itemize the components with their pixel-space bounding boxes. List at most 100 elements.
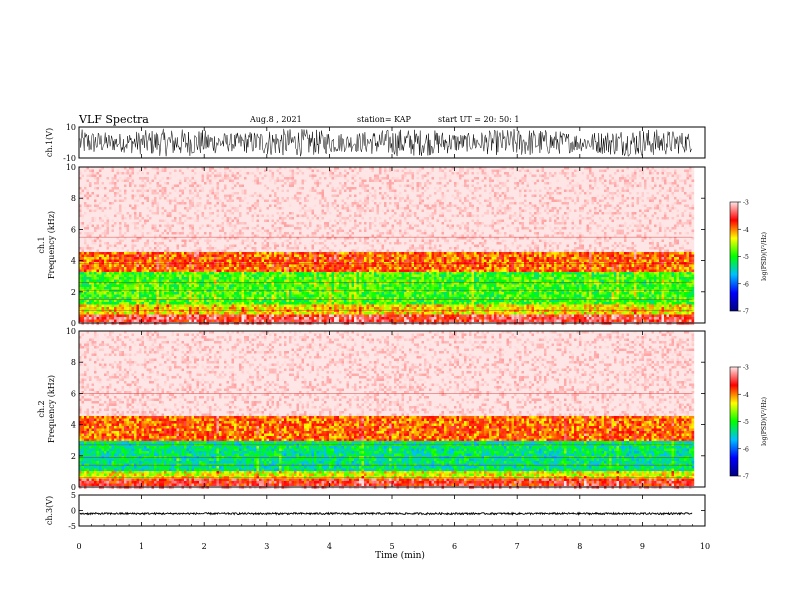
spectrogram-cell <box>109 210 112 213</box>
spectrogram-cell <box>92 247 95 250</box>
spectrogram-cell <box>164 287 167 290</box>
spectrogram-cell <box>99 190 102 193</box>
spectrogram-cell <box>97 187 100 190</box>
spectrogram-cell <box>147 232 150 235</box>
spectrogram-cell <box>232 280 235 283</box>
spectrogram-cell <box>152 185 155 188</box>
spectrogram-cell <box>104 247 107 250</box>
spectrogram-cell <box>147 277 150 280</box>
spectrogram-cell <box>217 267 220 270</box>
spectrogram-cell <box>222 242 225 245</box>
spectrogram-cell <box>219 260 222 263</box>
spectrogram-cell <box>89 225 92 228</box>
spectrogram-cell <box>229 290 232 293</box>
spectrogram-cell <box>177 275 180 278</box>
spectrogram-cell <box>99 227 102 230</box>
spectrogram-cell <box>202 207 205 210</box>
spectrogram-cell <box>204 290 207 293</box>
spectrogram-cell <box>177 287 180 290</box>
spectrogram-cell <box>89 307 92 310</box>
spectrogram-cell <box>174 242 177 245</box>
spectrogram-cell <box>229 212 232 215</box>
spectrogram-cell <box>144 222 147 225</box>
spectrogram-cell <box>97 250 100 253</box>
spectrogram-cell <box>109 262 112 265</box>
spectrogram-cell <box>209 307 212 310</box>
spectrogram-cell <box>89 240 92 243</box>
spectrogram-cell <box>89 212 92 215</box>
spectrogram-cell <box>132 315 135 318</box>
spectrogram-cell <box>97 177 100 180</box>
spectrogram-cell <box>107 287 110 290</box>
spectrogram-cell <box>177 195 180 198</box>
spectrogram-cell <box>109 225 112 228</box>
spectrogram-cell <box>132 255 135 258</box>
spectrogram-cell <box>147 202 150 205</box>
spectrogram-cell <box>194 205 197 208</box>
spectrogram-cell <box>127 280 130 283</box>
spectrogram-cell <box>154 255 157 258</box>
spectrogram-cell <box>162 217 165 220</box>
spectrogram-cell <box>227 180 230 183</box>
spectrogram-cell <box>104 215 107 218</box>
spectrogram-cell <box>112 320 115 323</box>
spectrogram-cell <box>82 317 85 320</box>
spectrogram-cell <box>102 212 105 215</box>
spectrogram-cell <box>192 295 195 298</box>
spectrogram-cell <box>234 215 237 218</box>
spectrogram-cell <box>122 297 125 300</box>
spectrogram-cell <box>82 267 85 270</box>
spectrogram-cell <box>209 250 212 253</box>
spectrogram-cell <box>112 247 115 250</box>
spectrogram-cell <box>127 257 130 260</box>
spectrogram-cell <box>137 262 140 265</box>
spectrogram-cell <box>134 250 137 253</box>
spectrogram-cell <box>169 302 172 305</box>
spectrogram-cell <box>212 202 215 205</box>
spectrogram-cell <box>224 315 227 318</box>
spectrogram-cell <box>217 310 220 313</box>
spectrogram-cell <box>182 247 185 250</box>
spectrogram-cell <box>114 235 117 238</box>
spectrogram-cell <box>109 285 112 288</box>
spectrogram-cell <box>147 190 150 193</box>
spectrogram-cell <box>194 185 197 188</box>
spectrogram-cell <box>199 270 202 273</box>
spectrogram-cell <box>162 260 165 263</box>
spectrogram-cell <box>109 305 112 308</box>
spectrogram-cell <box>87 320 90 323</box>
spectrogram-cell <box>82 277 85 280</box>
spectrogram-cell <box>157 197 160 200</box>
spectrogram-cell <box>89 200 92 203</box>
spectrogram-cell <box>154 275 157 278</box>
spectrogram-cell <box>154 297 157 300</box>
spectrogram-cell <box>232 252 235 255</box>
spectrogram-cell <box>134 195 137 198</box>
spectrogram-cell <box>92 257 95 260</box>
spectrogram-cell <box>184 310 187 313</box>
spectrogram-cell <box>229 240 232 243</box>
spectrogram-cell <box>229 272 232 275</box>
spectrogram-cell <box>187 295 190 298</box>
spectrogram-cell <box>104 297 107 300</box>
spectrogram-cell <box>104 222 107 225</box>
spectrogram-cell <box>174 215 177 218</box>
spectrogram-cell <box>132 302 135 305</box>
spectrogram-cell <box>192 202 195 205</box>
spectrogram-cell <box>82 200 85 203</box>
spectrogram-cell <box>134 287 137 290</box>
spectrogram-cell <box>99 242 102 245</box>
spectrogram-cell <box>102 287 105 290</box>
spectrogram-cell <box>129 220 132 223</box>
spectrogram-cell <box>149 297 152 300</box>
spectrogram-cell <box>112 297 115 300</box>
spectrogram-cell <box>99 170 102 173</box>
spectrogram-cell <box>212 290 215 293</box>
spectrogram-cell <box>104 300 107 303</box>
spectrogram-cell <box>174 202 177 205</box>
spectrogram-cell <box>159 182 162 185</box>
spectrogram-cell <box>159 227 162 230</box>
spectrogram-cell <box>132 172 135 175</box>
spectrogram-cell <box>159 307 162 310</box>
spectrogram-cell <box>199 240 202 243</box>
